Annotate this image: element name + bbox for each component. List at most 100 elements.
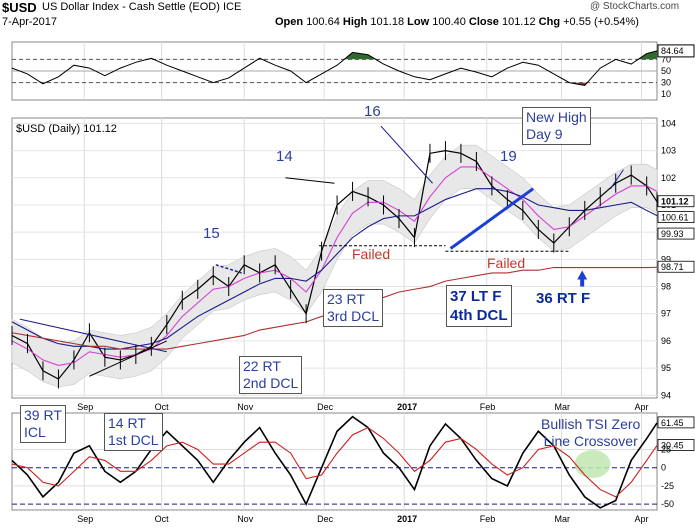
tsi-x-tick-label: Dec — [317, 514, 334, 524]
cycle-label-15: 15 — [203, 225, 220, 242]
tsi-x-tick-label: Mar — [555, 514, 571, 524]
rt22-callout: 22 RT 2nd DCL — [239, 356, 303, 394]
tsi-crossover-highlight — [574, 450, 611, 479]
price-label: 98.71 — [661, 262, 684, 272]
rt23-line1: 23 RT — [327, 291, 365, 307]
price-label-box — [657, 211, 695, 223]
close-label: Close — [468, 16, 499, 28]
lt37-line1: 37 LT F — [450, 288, 502, 305]
rt14-callout: 14 RT 1st DCL — [104, 413, 163, 451]
lt37-callout: 37 LT F 4th DCL — [446, 285, 512, 327]
open-label: Open — [275, 16, 304, 28]
price-y-tick-label: 103 — [661, 146, 676, 156]
main-legend: $USD (Daily) 101.12 — [16, 123, 117, 135]
ohlc-readout: Open 100.64 High 101.18 Low 100.40 Close… — [275, 16, 639, 28]
price-band — [11, 144, 658, 388]
rt22-line1: 22 RT — [243, 358, 281, 374]
price-x-tick-label: Mar — [555, 402, 571, 412]
new-high-pointer — [610, 169, 624, 189]
price-y-tick-label: 96 — [661, 336, 671, 346]
price-label-box — [657, 260, 695, 273]
price-x-tick-label: 2017 — [397, 402, 417, 412]
rt14-line1: 14 RT — [108, 415, 146, 431]
trendline-support — [89, 340, 168, 377]
trendline-left — [19, 318, 167, 353]
price-label: 99.93 — [661, 229, 684, 239]
chg-label: Chg — [538, 16, 561, 28]
chart-date: 7-Apr-2017 — [2, 16, 58, 28]
price-y-tick-label: 97 — [661, 309, 671, 319]
rt14-line2: 1st DCL — [108, 432, 159, 448]
lt37-line2: 4th DCL — [450, 307, 508, 324]
high-value: 101.18 — [370, 16, 405, 28]
rsi-y-tick-label: 10 — [661, 89, 671, 99]
tsi-note-line1: Bullish TSI Zero — [541, 416, 641, 432]
failed-label-2: Failed — [487, 255, 526, 271]
low-value: 100.40 — [432, 16, 466, 28]
new-high-callout: New High Day 9 — [522, 107, 591, 145]
new-high-line2: Day 9 — [526, 126, 563, 142]
downtrend-16 — [380, 125, 433, 184]
tsi-x-tick-label: Apr — [635, 514, 649, 524]
open-value: 100.64 — [306, 16, 340, 28]
chart-header: $USD US Dollar Index - Cash Settle (EOD)… — [0, 0, 695, 40]
failed-label-1: Failed — [352, 246, 391, 262]
dashed-top-15 — [215, 264, 242, 274]
price-y-tick-label: 98 — [661, 282, 671, 292]
tsi-x-tick-label: Nov — [237, 514, 254, 524]
high-label: High — [342, 16, 368, 28]
tsi-y-tick-label: 25 — [661, 444, 671, 454]
tsi-signal-line — [11, 426, 658, 498]
rt36-arrow — [577, 270, 588, 280]
price-y-tick-label: 102 — [661, 173, 676, 183]
rt39-line1: 39 RT — [24, 407, 62, 423]
price-x-tick-label: Dec — [317, 402, 334, 412]
cycle-label-14: 14 — [276, 148, 293, 165]
rsi-y-tick-label: 70 — [661, 54, 671, 64]
rsi-y-tick-label: 30 — [661, 78, 671, 88]
chg-value: +0.55 (+0.54%) — [563, 16, 639, 28]
instrument-name: US Dollar Index - Cash Settle (EOD) ICE — [42, 1, 242, 13]
tsi-x-tick-label: 2017 — [397, 514, 417, 524]
price-y-tick-label: 99 — [661, 254, 671, 264]
tsi-x-tick-label: Oct — [155, 514, 170, 524]
rt23-callout: 23 RT 3rd DCL — [323, 289, 384, 327]
price-x-tick-label: Apr — [635, 402, 649, 412]
rt23-line2: 3rd DCL — [327, 308, 380, 324]
watermark: @ StockCharts.com — [590, 1, 680, 12]
cycle-label-16: 16 — [364, 103, 381, 120]
tsi-y-tick-label: 61.45 — [661, 418, 684, 428]
rsi-y-tick-label: 50 — [661, 66, 671, 76]
tsi-label-box — [657, 439, 695, 451]
tsi-label-box — [657, 416, 695, 429]
price-label: 100.61 — [661, 213, 689, 223]
price-label: 101.12 — [661, 197, 689, 207]
price-label-box — [657, 227, 695, 240]
low-label: Low — [407, 16, 430, 28]
tsi-y-tick-label: 0 — [661, 463, 666, 473]
price-x-tick-label: Feb — [480, 402, 496, 412]
tsi-y-tick-label: -50 — [661, 499, 674, 509]
symbol: $USD — [2, 0, 37, 15]
price-y-tick-label: 95 — [661, 363, 671, 373]
top-14-line — [285, 177, 335, 184]
tsi-note-line2: Line Crossover — [543, 433, 638, 449]
tsi-crossover-note: Bullish TSI Zero Line Crossover — [541, 416, 640, 450]
rsi-line — [11, 50, 658, 87]
new-high-line1: New High — [526, 109, 587, 125]
price-y-tick-label: 104 — [661, 118, 676, 128]
tsi-y-tick-label: 30.45 — [661, 440, 684, 450]
price-y-tick-label: 94 — [661, 390, 671, 400]
rt39-callout: 39 RT ICL — [20, 405, 66, 443]
rt22-line2: 2nd DCL — [243, 375, 299, 391]
price-x-tick-label: Oct — [155, 402, 170, 412]
rsi-current-box — [657, 44, 695, 58]
cycle-label-19: 19 — [500, 148, 517, 165]
rt36-label: 36 RT F — [536, 290, 591, 307]
rsi-current-label: 84.64 — [661, 46, 684, 56]
tsi-x-tick-label: Feb — [480, 514, 496, 524]
rt39-line2: ICL — [24, 424, 46, 440]
tsi-x-tick-label: Sep — [77, 514, 93, 524]
close-value: 101.12 — [501, 16, 536, 28]
